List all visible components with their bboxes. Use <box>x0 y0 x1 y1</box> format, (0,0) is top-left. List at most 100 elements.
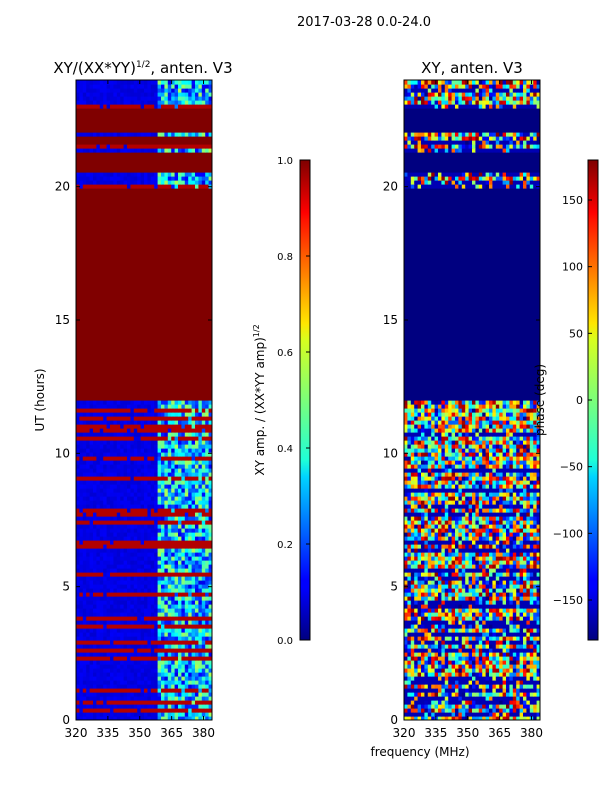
heatmap-cell <box>89 532 94 537</box>
heatmap-cell <box>103 104 108 109</box>
heatmap-cell <box>140 404 145 409</box>
heatmap-cell <box>161 644 165 649</box>
heatmap-cell <box>188 516 193 521</box>
heatmap-cell <box>76 628 80 633</box>
heatmap-cell <box>404 652 408 657</box>
heatmap-cell <box>174 576 179 581</box>
heatmap-cell <box>93 556 97 561</box>
heatmap-cell <box>127 632 131 637</box>
heatmap-cell <box>161 700 165 705</box>
heatmap-cell <box>171 484 176 489</box>
heatmap-cell <box>205 600 210 605</box>
heatmap-cell <box>502 688 507 693</box>
heatmap-cell <box>434 620 439 625</box>
heatmap-cell <box>116 716 121 720</box>
heatmap-cell <box>475 680 480 685</box>
heatmap-cell <box>120 416 125 421</box>
heatmap-cell <box>164 624 169 629</box>
heatmap-cell <box>86 448 91 453</box>
heatmap-cell <box>201 476 206 481</box>
heatmap-cell <box>201 480 206 485</box>
heatmap-cell <box>178 424 182 429</box>
heatmap-cell <box>167 708 172 713</box>
heatmap-cell <box>205 516 210 521</box>
heatmap-cell <box>208 568 212 573</box>
heatmap-cell <box>120 404 125 409</box>
heatmap-cell <box>424 632 429 637</box>
heatmap-cell <box>475 652 480 657</box>
heatmap-cell <box>495 700 500 705</box>
heatmap-cell <box>106 576 111 581</box>
heatmap-cell <box>519 664 524 669</box>
heatmap-cell <box>444 660 449 665</box>
heatmap-cell <box>120 564 125 569</box>
heatmap-cell <box>201 580 206 585</box>
heatmap-cell <box>174 472 179 477</box>
heatmap-cell <box>181 520 186 525</box>
heatmap-cell <box>472 616 476 621</box>
heatmap-cell <box>191 684 196 689</box>
heatmap-cell <box>178 584 182 589</box>
heatmap-cell <box>208 400 212 405</box>
heatmap-cell <box>154 600 159 605</box>
heatmap-cell <box>519 656 524 661</box>
heatmap-cell <box>208 592 212 597</box>
heatmap-cell <box>82 548 87 553</box>
heatmap-cell <box>150 668 155 673</box>
heatmap-cell <box>502 628 507 633</box>
heatmap-cell <box>178 504 182 509</box>
heatmap-cell <box>76 176 80 181</box>
heatmap-cell <box>178 572 182 577</box>
heatmap-cell <box>82 628 87 633</box>
heatmap-cell <box>154 500 159 505</box>
heatmap-cell <box>181 444 186 449</box>
heatmap-cell <box>120 432 125 437</box>
heatmap-cell <box>144 568 148 573</box>
heatmap-cell <box>171 524 176 529</box>
heatmap-cell <box>89 684 94 689</box>
heatmap-cell <box>444 668 449 673</box>
heatmap-cell <box>154 440 159 445</box>
heatmap-cell <box>113 664 118 669</box>
heatmap-cell <box>519 624 524 629</box>
heatmap-cell <box>157 560 162 565</box>
heatmap-cell <box>198 524 203 529</box>
heatmap-cell <box>96 688 101 693</box>
heatmap-cell <box>526 636 531 641</box>
heatmap-cell <box>123 432 128 437</box>
heatmap-cell <box>140 552 145 557</box>
heatmap-cell <box>191 660 196 665</box>
heatmap-cell <box>523 648 527 653</box>
heatmap-cell <box>164 448 169 453</box>
heatmap-cell <box>171 536 176 541</box>
heatmap-cell <box>147 620 152 625</box>
heatmap-cell <box>410 664 415 669</box>
heatmap-cell <box>208 676 212 681</box>
heatmap-cell <box>205 640 210 645</box>
heatmap-cell <box>103 684 108 689</box>
heatmap-cell <box>89 100 94 105</box>
heatmap-cell <box>451 680 456 685</box>
heatmap-cell <box>130 688 135 693</box>
heatmap-cell <box>458 608 463 613</box>
heatmap-cell <box>441 672 446 677</box>
heatmap-cell <box>458 704 463 709</box>
heatmap-cell <box>448 704 453 709</box>
heatmap-cell <box>198 448 203 453</box>
heatmap-cell <box>76 524 80 529</box>
heatmap-cell <box>208 700 212 705</box>
heatmap-cell <box>188 524 193 529</box>
heatmap-cell <box>191 468 196 473</box>
left-colorbar <box>299 159 311 641</box>
heatmap-cell <box>96 712 101 717</box>
heatmap-cell <box>93 616 97 621</box>
heatmap-cell <box>127 532 131 537</box>
heatmap-cell <box>130 96 135 101</box>
x-tick-label: 335 <box>96 726 119 740</box>
heatmap-cell <box>86 668 91 673</box>
heatmap-cell <box>208 644 212 649</box>
heatmap-cell <box>103 648 108 653</box>
heatmap-cell <box>181 592 186 597</box>
heatmap-cell <box>133 676 138 681</box>
heatmap-cell <box>93 104 97 109</box>
